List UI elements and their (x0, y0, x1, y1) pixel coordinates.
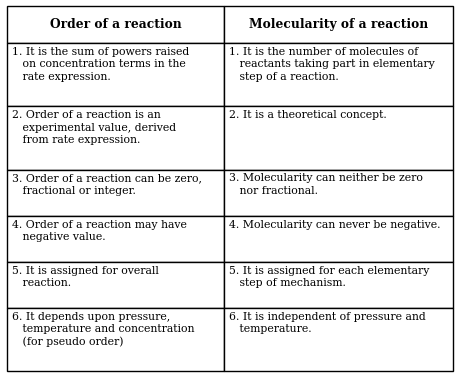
Text: 1. It is the number of molecules of
   reactants taking part in elementary
   st: 1. It is the number of molecules of reac… (229, 47, 434, 82)
Text: 4. Molecularity can never be negative.: 4. Molecularity can never be negative. (229, 220, 440, 230)
Bar (7, 262, 224, 308)
Text: 2. Order of a reaction is an
   experimental value, derived
   from rate express: 2. Order of a reaction is an experimenta… (11, 110, 175, 145)
Text: 3. Molecularity can neither be zero
   nor fractional.: 3. Molecularity can neither be zero nor … (229, 173, 422, 196)
Text: Order of a reaction: Order of a reaction (50, 18, 181, 31)
Text: 2. It is a theoretical concept.: 2. It is a theoretical concept. (229, 110, 386, 120)
Text: 5. It is assigned for overall
   reaction.: 5. It is assigned for overall reaction. (11, 266, 158, 288)
Bar (7, 106, 224, 170)
Bar (224, 216, 452, 262)
Text: 1. It is the sum of powers raised
   on concentration terms in the
   rate expre: 1. It is the sum of powers raised on con… (11, 47, 188, 82)
Text: Molecularity of a reaction: Molecularity of a reaction (249, 18, 427, 31)
Bar (224, 262, 452, 308)
Text: 4. Order of a reaction may have
   negative value.: 4. Order of a reaction may have negative… (11, 220, 186, 242)
Bar (224, 43, 452, 106)
Text: 6. It is independent of pressure and
   temperature.: 6. It is independent of pressure and tem… (229, 312, 425, 334)
Text: 6. It depends upon pressure,
   temperature and concentration
   (for pseudo ord: 6. It depends upon pressure, temperature… (11, 312, 194, 348)
Bar (224, 308, 452, 371)
Bar (224, 170, 452, 216)
Text: 3. Order of a reaction can be zero,
   fractional or integer.: 3. Order of a reaction can be zero, frac… (11, 173, 201, 196)
Bar (224, 106, 452, 170)
Bar (7, 170, 224, 216)
Bar (7, 43, 224, 106)
Bar (7, 6, 224, 43)
Bar (7, 308, 224, 371)
Bar (7, 216, 224, 262)
Text: 5. It is assigned for each elementary
   step of mechanism.: 5. It is assigned for each elementary st… (229, 266, 429, 288)
Bar (224, 6, 452, 43)
